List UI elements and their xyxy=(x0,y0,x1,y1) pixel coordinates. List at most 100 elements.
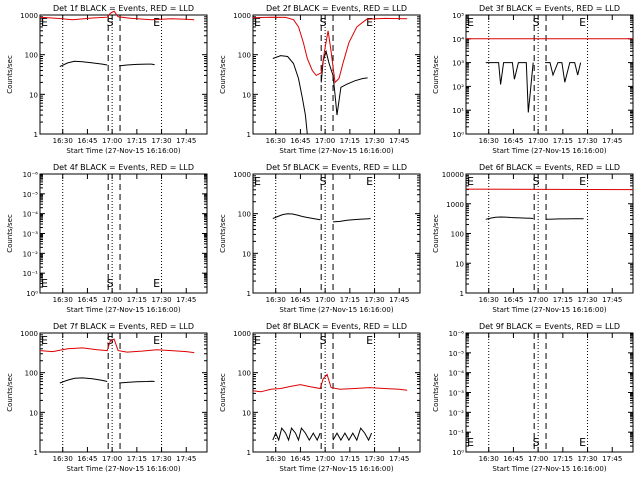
x-tick-label: 17:15 xyxy=(127,137,147,145)
x-tick-label: 16:30 xyxy=(53,137,73,145)
events-series-line xyxy=(119,63,155,67)
x-axis-label: Start Time (27-Nov-15 16:16:00) xyxy=(66,465,180,473)
x-tick-label: 16:45 xyxy=(290,455,310,463)
x-tick-label: 17:30 xyxy=(151,137,171,145)
events-series-line xyxy=(272,213,321,221)
plot-frame xyxy=(39,173,208,294)
x-tick-label: 17:30 xyxy=(577,455,597,463)
panel-title: Det 5f BLACK = Events, RED = LLD xyxy=(266,163,407,172)
x-tick-label: 16:45 xyxy=(503,137,523,145)
y-tick-label: 10 xyxy=(242,250,251,258)
x-tick-label: 17:30 xyxy=(364,296,384,304)
y-tick-label: 1000 xyxy=(20,330,38,338)
panel-title: Det 1f BLACK = Events, RED = LLD xyxy=(53,4,194,13)
start-marker: S xyxy=(533,436,540,449)
y-tick-label: 1 xyxy=(247,131,251,139)
x-tick-label: 17:30 xyxy=(151,296,171,304)
x-axis-label: Start Time (27-Nov-15 16:16:00) xyxy=(279,147,393,155)
y-tick-label: 10⁻⁴ xyxy=(449,370,465,378)
y-tick-label: 10000 xyxy=(442,171,464,179)
y-tick-label: 1 xyxy=(34,449,38,457)
end-marker: E xyxy=(153,16,160,29)
left-edge-marker: E xyxy=(41,334,48,347)
detector-panel-1: Det 1f BLACK = Events, RED = LLD 1 10 100 10… xyxy=(6,4,208,155)
end-marker: E xyxy=(579,16,586,29)
x-tick-label: 17:15 xyxy=(127,296,147,304)
y-tick-label: 1 xyxy=(247,290,251,298)
x-tick-label: 17:15 xyxy=(340,137,360,145)
y-tick-label: 10⁻⁶ xyxy=(23,171,39,179)
y-axis-label: Counts/sec xyxy=(432,55,440,94)
y-axis-label: Counts/sec xyxy=(432,373,440,412)
y-tick-label: 100 xyxy=(238,52,251,60)
plot-frame xyxy=(39,332,208,453)
end-marker: E xyxy=(366,175,373,188)
x-tick-label: 17:45 xyxy=(602,137,622,145)
start-marker: S xyxy=(320,16,327,29)
lld-series-line xyxy=(252,16,408,84)
events-series-line xyxy=(119,380,155,384)
end-marker: E xyxy=(366,334,373,347)
y-tick-label: 100 xyxy=(238,370,251,378)
x-axis-label: Start Time (27-Nov-15 16:16:00) xyxy=(66,147,180,155)
lld-series-line xyxy=(465,188,634,191)
detector-panel-4: Det 4f BLACK = Events, RED = LLD 10⁰ 10⁻¹ 1… xyxy=(6,163,208,314)
x-tick-label: 17:15 xyxy=(127,455,147,463)
x-tick-label: 17:45 xyxy=(389,137,409,145)
x-tick-label: 17:45 xyxy=(176,455,196,463)
events-series-line xyxy=(485,216,534,220)
y-tick-label: 10⁻¹ xyxy=(449,429,465,437)
x-tick-label: 17:00 xyxy=(528,137,548,145)
lld-series-line xyxy=(252,373,408,393)
x-tick-label: 17:30 xyxy=(577,137,597,145)
y-tick-label: 1000 xyxy=(446,201,464,209)
x-tick-label: 16:30 xyxy=(53,296,73,304)
detector-panel-5: Det 5f BLACK = Events, RED = LLD 1 10 100 10… xyxy=(219,163,421,314)
x-tick-label: 17:15 xyxy=(553,137,573,145)
y-tick-label: 10⁰ xyxy=(452,131,464,139)
detector-panel-3: Det 3f BLACK = Events, RED = LLD 10⁰ 10¹ 10… xyxy=(432,4,634,155)
events-series-line xyxy=(332,427,373,442)
x-axis-label: Start Time (27-Nov-15 16:16:00) xyxy=(492,465,606,473)
y-axis-label: Counts/sec xyxy=(432,214,440,253)
left-edge-marker: E xyxy=(41,16,48,29)
start-marker: S xyxy=(320,175,327,188)
y-tick-label: 10⁻² xyxy=(449,409,465,417)
y-tick-label: 10 xyxy=(242,409,251,417)
x-tick-label: 16:45 xyxy=(77,296,97,304)
y-tick-label: 10 xyxy=(242,91,251,99)
y-tick-label: 10² xyxy=(452,83,464,91)
y-axis-label: Counts/sec xyxy=(6,55,14,94)
plot-frame xyxy=(252,173,421,294)
y-tick-label: 10¹ xyxy=(452,107,464,115)
x-axis-label: Start Time (27-Nov-15 16:16:00) xyxy=(279,465,393,473)
x-tick-label: 17:45 xyxy=(176,296,196,304)
y-tick-label: 10⁻² xyxy=(23,250,39,258)
y-axis-label: Counts/sec xyxy=(219,373,227,412)
lld-series-line xyxy=(39,338,195,354)
x-axis-label: Start Time (27-Nov-15 16:16:00) xyxy=(492,306,606,314)
y-tick-label: 10⁻⁶ xyxy=(449,330,465,338)
plot-frame xyxy=(39,14,208,135)
detector-panel-9: Det 9f BLACK = Events, RED = LLD 10⁰ 10⁻¹ 1… xyxy=(432,322,634,473)
x-tick-label: 17:00 xyxy=(102,137,122,145)
y-tick-label: 1000 xyxy=(233,12,251,20)
events-series-line xyxy=(59,60,108,68)
panel-title: Det 9f BLACK = Events, RED = LLD xyxy=(479,322,620,331)
x-tick-label: 17:00 xyxy=(528,296,548,304)
x-tick-label: 16:30 xyxy=(266,296,286,304)
y-axis-label: Counts/sec xyxy=(219,55,227,94)
y-tick-label: 10⁴ xyxy=(452,36,464,44)
lld-series-line xyxy=(39,10,195,21)
y-axis-label: Counts/sec xyxy=(6,214,14,253)
x-tick-label: 16:45 xyxy=(503,296,523,304)
events-series-line xyxy=(545,218,584,220)
events-series-line xyxy=(272,55,308,135)
y-axis-label: Counts/sec xyxy=(219,214,227,253)
plot-frame xyxy=(465,14,634,135)
y-tick-label: 10⁻¹ xyxy=(23,270,39,278)
y-tick-label: 1000 xyxy=(233,171,251,179)
left-edge-marker: E xyxy=(254,16,261,29)
y-tick-label: 10⁵ xyxy=(452,12,464,20)
